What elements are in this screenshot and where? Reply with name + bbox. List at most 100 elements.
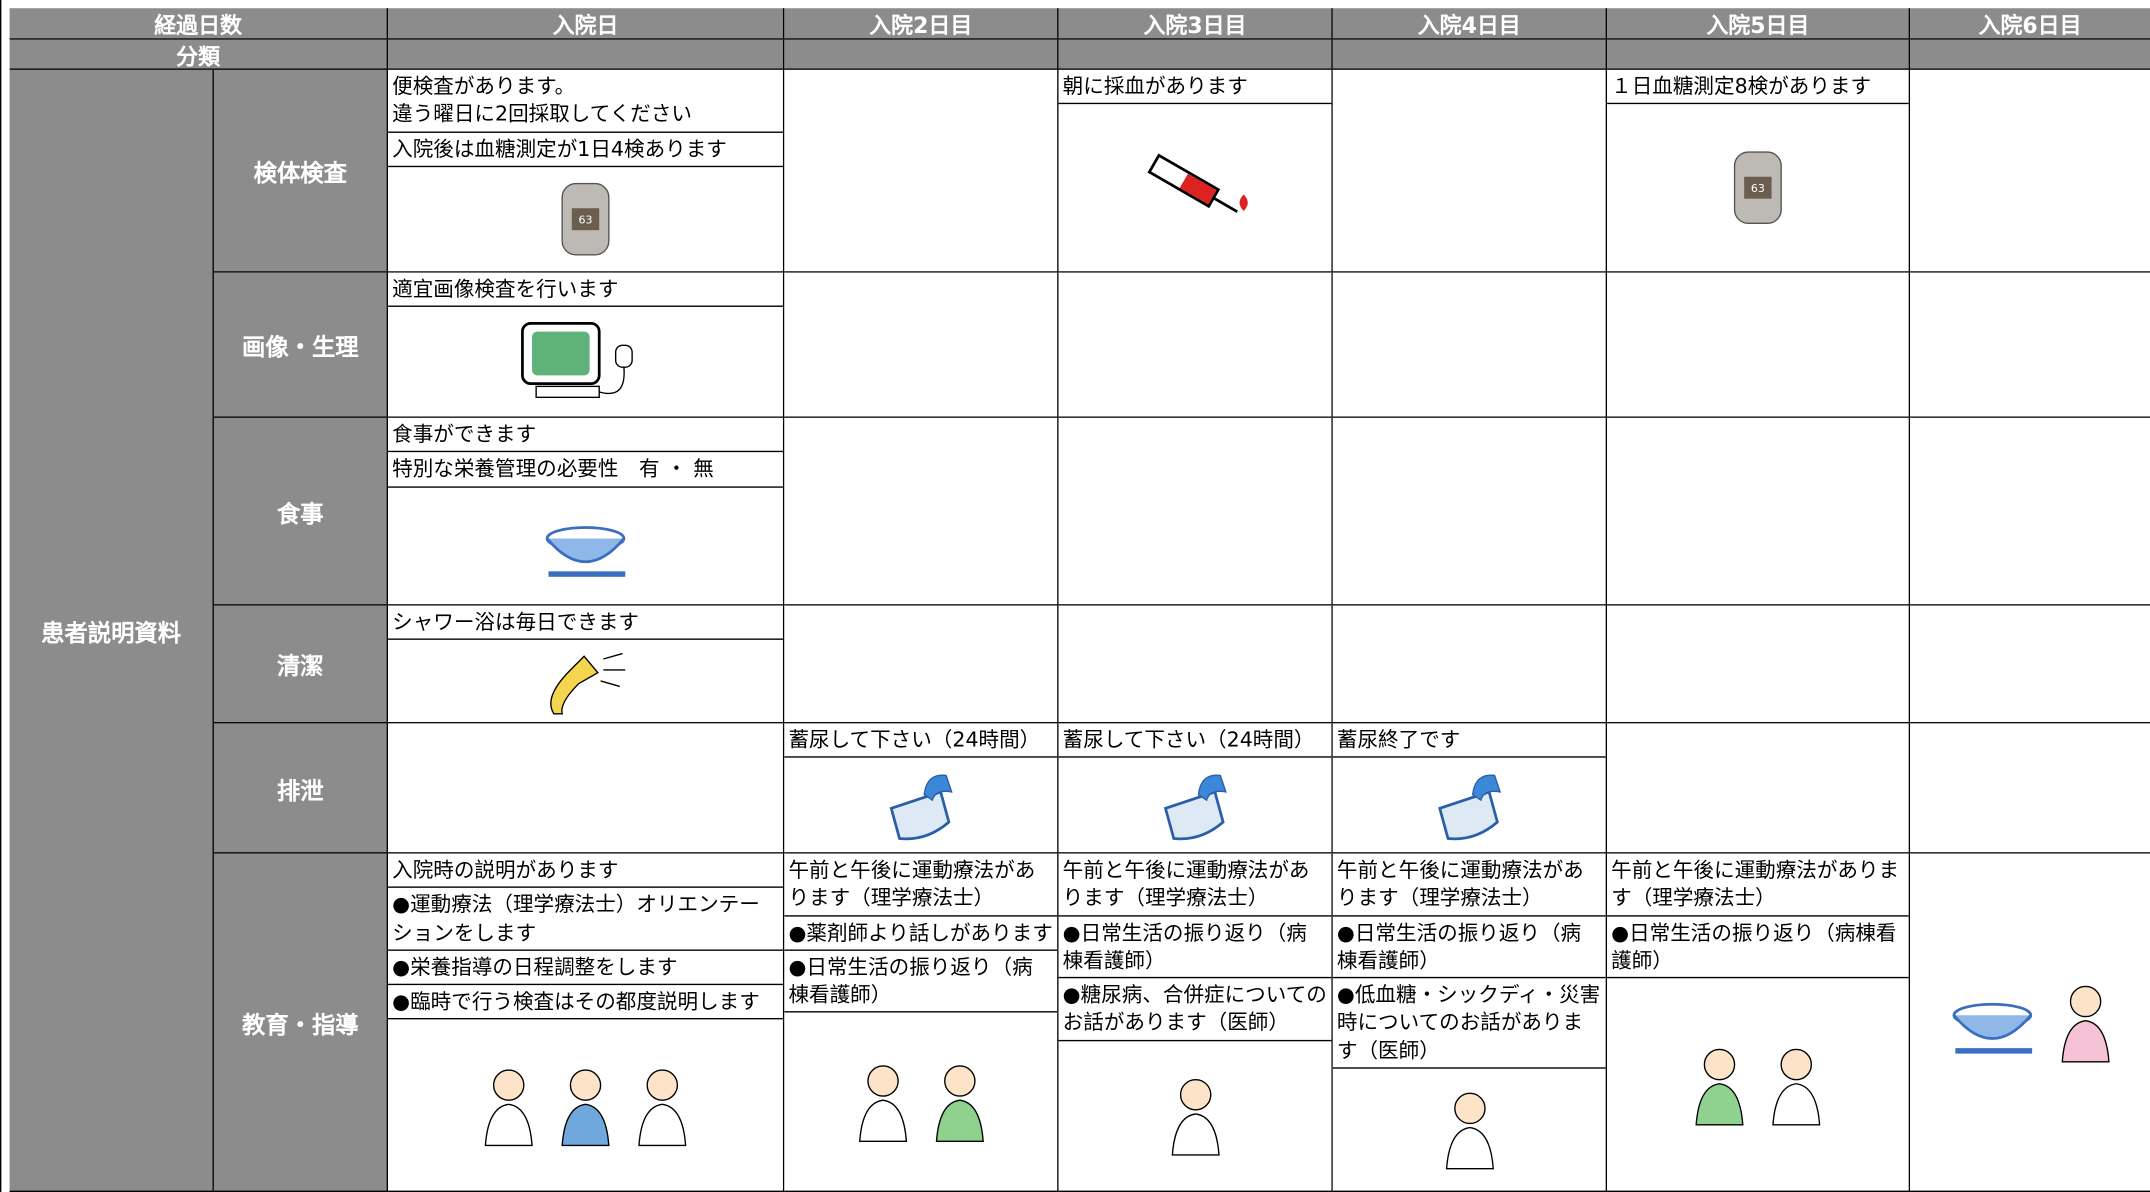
cell-text: ●日常生活の振り返り（病棟看護師） <box>1607 916 1909 979</box>
icon <box>1951 1002 2032 1054</box>
day-cell <box>1607 723 1911 854</box>
day-cell <box>1607 605 1911 724</box>
day-cell: 入院時の説明があります ●運動療法（理学療法士）オリエンテーションをします ●栄養指… <box>388 853 785 1192</box>
cell-text: ●運動療法（理学療法士）オリエンテーションをします <box>388 888 783 951</box>
day-cell <box>1332 417 1608 606</box>
icon <box>858 1065 907 1143</box>
header-cell <box>388 39 785 70</box>
header-cell: 入院5日目 <box>1607 8 1911 40</box>
header-cell: 入院6日目 <box>1910 8 2150 40</box>
cell-text: 蓄尿して下さい（24時間） <box>784 723 1058 759</box>
header-cell: 入院3日目 <box>1058 8 1333 40</box>
day-cell: 蓄尿して下さい（24時間） <box>1058 723 1333 854</box>
header-cell: 経過日数 <box>9 8 389 40</box>
illustration <box>388 487 783 604</box>
cell-text: ●低血糖・シックディ・災害時についてのお話があります（医師） <box>1332 978 1606 1069</box>
day-cell <box>784 605 1059 724</box>
day-cell <box>784 69 1059 273</box>
icon <box>1170 1079 1220 1157</box>
illustration <box>1059 104 1332 271</box>
icon <box>888 773 952 840</box>
icon <box>1437 773 1501 840</box>
cell-text: 朝に採血があります <box>1058 70 1332 105</box>
icon <box>1695 1048 1744 1125</box>
day-cell <box>784 272 1059 418</box>
illustration <box>1333 758 1606 852</box>
row-label: 教育・指導 <box>213 853 389 1192</box>
illustration <box>388 307 783 416</box>
illustration <box>1607 978 1909 1190</box>
icon <box>2060 985 2109 1063</box>
day-cell: １日血糖測定8検があります 63 <box>1607 69 1911 273</box>
day-cell: 午前と午後に運動療法があります（理学療法士） ●日常生活の振り返り（病棟看護師） ●… <box>1058 853 1333 1192</box>
cell-text: 入院後は血糖測定が1日4検あります <box>388 132 783 167</box>
day-cell: 午前と午後に運動療法があります（理学療法士） ●薬剤師より話しがあります ●日常生活… <box>784 853 1059 1192</box>
icon <box>638 1068 687 1146</box>
header-cell <box>784 39 1059 70</box>
row-label: 食事 <box>213 417 389 606</box>
illustration <box>1059 1041 1332 1191</box>
cell-text: 午前と午後に運動療法があります（理学療法士） <box>1607 854 1909 916</box>
illustration <box>784 1013 1057 1191</box>
day-cell <box>1332 605 1608 724</box>
cell-text: 蓄尿して下さい（24時間） <box>1058 723 1332 759</box>
cell-text: ●日常生活の振り返り（病棟看護師） <box>1332 916 1606 979</box>
day-cell <box>1910 853 2150 1192</box>
day-cell <box>1910 605 2150 724</box>
day-cell: 朝に採血があります <box>1058 69 1333 273</box>
header-cell <box>1607 39 1911 70</box>
day-cell <box>1332 272 1608 418</box>
illustration: 63 <box>388 167 783 271</box>
day-cell <box>1910 723 2150 854</box>
header-cell: 分類 <box>9 39 389 70</box>
cell-text: ●栄養指導の日程調整をします <box>388 951 783 986</box>
header-cell <box>1332 39 1608 70</box>
illustration <box>388 1020 783 1191</box>
svg-text:63: 63 <box>1751 182 1765 195</box>
icon <box>1445 1093 1494 1170</box>
cell-text: 蓄尿終了です <box>1332 723 1606 759</box>
icon <box>545 526 626 578</box>
illustration <box>784 758 1057 852</box>
illustration <box>388 640 783 722</box>
row-label: 検体検査 <box>213 69 389 273</box>
day-cell: 蓄尿終了です <box>1332 723 1608 854</box>
cell-text: 食事ができます <box>388 418 783 453</box>
cell-text: 入院時の説明があります <box>388 854 783 889</box>
icon <box>550 653 626 715</box>
header-cell: 入院4日目 <box>1332 8 1608 40</box>
cell-text: １日血糖測定8検があります <box>1607 70 1909 105</box>
illustration: 63 <box>1607 104 1909 271</box>
icon <box>1772 1048 1821 1125</box>
cell-text: ●日常生活の振り返り（病棟看護師） <box>784 951 1058 1013</box>
cell-text: 午前と午後に運動療法があります（理学療法士） <box>1058 854 1332 916</box>
icon <box>521 322 633 399</box>
icon <box>484 1068 533 1146</box>
icon: 63 <box>561 182 610 256</box>
cell-text: ●糖尿病、合併症についてのお話があります（医師） <box>1058 978 1332 1041</box>
cell-text: 午前と午後に運動療法があります（理学療法士） <box>1332 854 1606 916</box>
cell-text: 午前と午後に運動療法があります（理学療法士） <box>784 854 1058 916</box>
day-cell: 午前と午後に運動療法があります（理学療法士） ●日常生活の振り返り（病棟看護師） ●… <box>1332 853 1608 1192</box>
illustration <box>1910 854 2150 1191</box>
day-cell <box>388 723 785 854</box>
day-cell <box>784 417 1059 606</box>
illustration <box>1333 1068 1606 1190</box>
cell-text: シャワー浴は毎日できます <box>388 606 783 641</box>
day-cell <box>1332 69 1608 273</box>
icon <box>935 1065 984 1143</box>
row-label: 清潔 <box>213 605 389 724</box>
day-cell: シャワー浴は毎日できます <box>388 605 785 724</box>
day-cell: 食事ができます 特別な栄養管理の必要性 有 ・ 無 <box>388 417 785 606</box>
day-cell: 便検査があります。 違う曜日に2回採取してください 入院後は血糖測定が1日4検あり… <box>388 69 785 273</box>
cell-text: 特別な栄養管理の必要性 有 ・ 無 <box>388 452 783 488</box>
icon <box>1146 153 1248 214</box>
cell-text: 適宜画像検査を行います <box>388 273 783 308</box>
day-cell <box>1607 272 1911 418</box>
section-label: 患者説明資料 <box>9 69 214 1192</box>
header-cell: 入院日 <box>388 8 785 40</box>
day-cell <box>1058 272 1333 418</box>
day-cell: 蓄尿して下さい（24時間） <box>784 723 1059 854</box>
day-cell: 適宜画像検査を行います <box>388 272 785 418</box>
